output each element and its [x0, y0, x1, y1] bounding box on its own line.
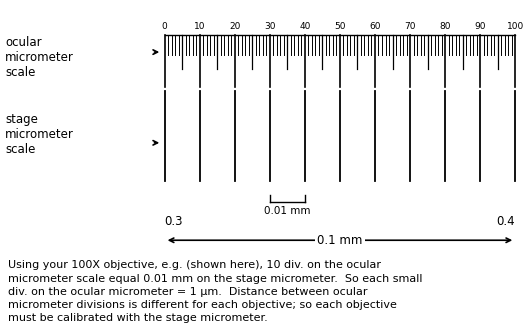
Text: 0.3: 0.3 — [165, 215, 183, 228]
Text: 70: 70 — [404, 22, 416, 31]
Text: stage
micrometer
scale: stage micrometer scale — [5, 113, 74, 156]
Text: 20: 20 — [229, 22, 241, 31]
Text: 40: 40 — [299, 22, 311, 31]
Text: 30: 30 — [264, 22, 276, 31]
Text: 0.1 mm: 0.1 mm — [317, 234, 362, 247]
Text: 10: 10 — [194, 22, 206, 31]
Text: 60: 60 — [369, 22, 381, 31]
Text: 100: 100 — [507, 22, 523, 31]
Text: 0: 0 — [162, 22, 167, 31]
Text: 0.4: 0.4 — [496, 215, 515, 228]
Text: 50: 50 — [334, 22, 346, 31]
Text: 80: 80 — [439, 22, 451, 31]
Text: ocular
micrometer
scale: ocular micrometer scale — [5, 36, 74, 79]
Text: 0.01 mm: 0.01 mm — [264, 206, 311, 216]
Text: Using your 100X objective, e.g. (shown here), 10 div. on the ocular
micrometer s: Using your 100X objective, e.g. (shown h… — [8, 260, 423, 323]
Text: 90: 90 — [474, 22, 486, 31]
